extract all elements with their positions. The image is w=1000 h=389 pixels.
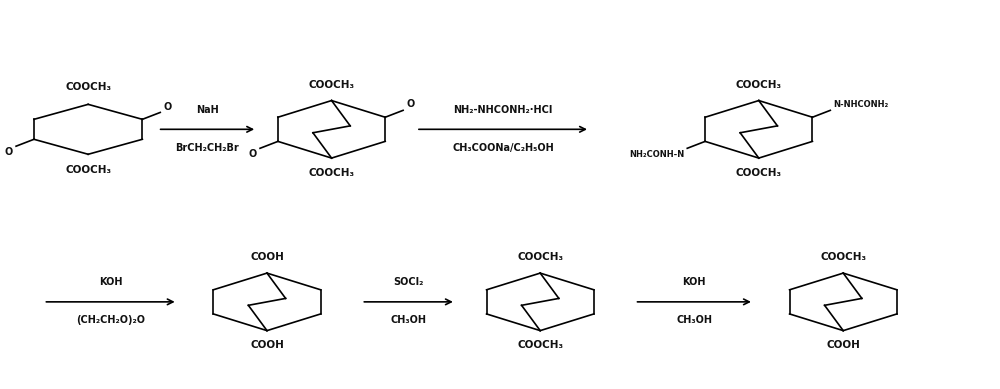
Text: O: O	[406, 99, 414, 109]
Text: COOH: COOH	[826, 340, 860, 350]
Text: COOH: COOH	[250, 252, 284, 262]
Text: N-NHCONH₂: N-NHCONH₂	[833, 100, 889, 109]
Text: COOCH₃: COOCH₃	[736, 80, 782, 90]
Text: CH₃OH: CH₃OH	[676, 315, 712, 325]
Text: CH₃OH: CH₃OH	[391, 315, 427, 325]
Text: COOCH₃: COOCH₃	[517, 252, 563, 262]
Text: COOCH₃: COOCH₃	[65, 165, 111, 175]
Text: KOH: KOH	[99, 277, 122, 287]
Text: COOCH₃: COOCH₃	[309, 168, 355, 178]
Text: NH₂-NHCONH₂·HCl: NH₂-NHCONH₂·HCl	[453, 105, 553, 115]
Text: KOH: KOH	[682, 277, 706, 287]
Text: O: O	[249, 149, 257, 159]
Text: COOCH₃: COOCH₃	[309, 80, 355, 90]
Text: NaH: NaH	[196, 105, 219, 115]
Text: (CH₂CH₂O)₂O: (CH₂CH₂O)₂O	[76, 315, 145, 325]
Text: BrCH₂CH₂Br: BrCH₂CH₂Br	[176, 143, 239, 153]
Text: NH₂CONH-N: NH₂CONH-N	[629, 150, 684, 159]
Text: COOCH₃: COOCH₃	[736, 168, 782, 178]
Text: O: O	[163, 102, 171, 112]
Text: CH₃COONa/C₂H₅OH: CH₃COONa/C₂H₅OH	[452, 143, 554, 153]
Text: COOCH₃: COOCH₃	[517, 340, 563, 350]
Text: COOCH₃: COOCH₃	[820, 252, 866, 262]
Text: COOH: COOH	[250, 340, 284, 350]
Text: O: O	[5, 147, 13, 157]
Text: SOCl₂: SOCl₂	[393, 277, 424, 287]
Text: COOCH₃: COOCH₃	[65, 82, 111, 92]
